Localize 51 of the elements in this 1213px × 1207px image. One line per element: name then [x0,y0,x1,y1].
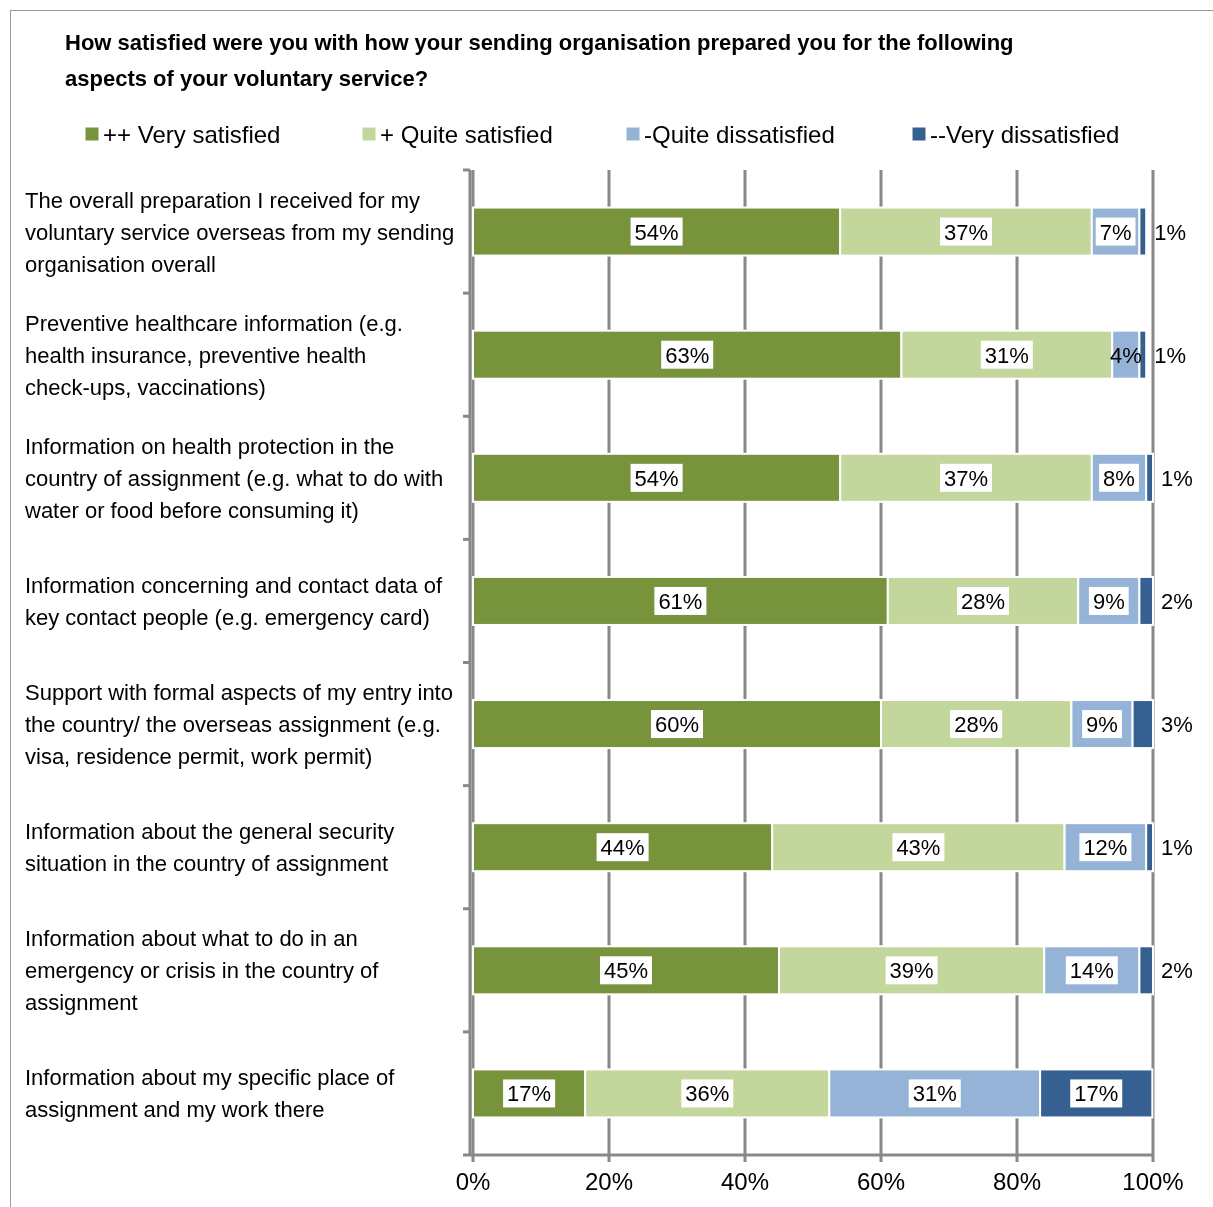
data-label: 37% [943,219,989,245]
legend-label: + Quite satisfied [380,121,553,148]
data-label: 12% [1083,835,1128,861]
x-tick-label: 100% [1122,1168,1184,1195]
data-label: 9% [1092,588,1125,614]
data-label: 17% [507,1081,552,1107]
data-label: 3% [1161,712,1193,738]
data-label: 2% [1161,588,1193,614]
legend-label: ++ Very satisfied [103,121,281,148]
y-tick-label: The overall preparation I received for my voluntary service overseas from my sending organisation overall [25,187,455,277]
data-label: 7% [1099,219,1132,245]
data-label: 45% [603,958,649,984]
data-label: 4% [1109,342,1142,368]
y-tick-label: Information about what to do in an emergency or crisis in the country of assignment [25,926,380,1016]
x-tick-label: 40% [720,1168,770,1195]
data-label: 28% [960,588,1006,614]
data-label: 1% [1154,219,1186,245]
data-label: 28% [954,712,999,738]
data-label: 17% [1074,1081,1119,1107]
data-label: 31% [984,342,1029,368]
data-label: 31% [912,1081,957,1107]
y-tick-label: Support with formal aspects of my entry into the country/ the overseas assignment (e.g. visa, residence permit, work permit) [25,680,453,770]
data-label: 9% [1086,712,1118,738]
data-label: 36% [685,1081,730,1107]
y-tick-label: Preventive healthcare information (e.g. health insurance, preventive health check-ups, vaccinations) [25,310,403,400]
data-label: 14% [1069,958,1114,984]
data-label: 1% [1161,465,1193,491]
data-label: 8% [1103,465,1135,491]
y-tick-label: Information concerning and contact data of key contact people (e.g. emergency card) [25,572,443,630]
data-label: 44% [600,835,645,861]
data-label: 39% [889,958,934,984]
x-tick-label: 20% [584,1168,634,1195]
data-label: 54% [634,465,679,491]
data-label: 37% [943,465,989,491]
data-label: 60% [654,712,700,738]
data-label: 1% [1161,835,1193,861]
y-tick-label: Information about the general security situation in the country of assignment [25,819,395,877]
y-tick-label: Information on health protection in the country of assignment (e.g. what to do with water or food before consuming it) [24,433,444,523]
data-label: 54% [634,219,679,245]
y-tick-label: Information about my specific place of assignment and my work there [25,1065,396,1123]
data-label: 1% [1154,342,1186,368]
x-tick-label: 60% [856,1168,906,1195]
legend-label: -Quite dissatisfied [644,121,835,148]
x-tick-label: 0% [455,1168,491,1195]
data-label: 2% [1161,958,1193,984]
legend-label: --Very dissatisfied [930,121,1120,148]
x-tick-label: 80% [992,1168,1042,1195]
chart-title: How satisfied were you with how your sending organisation prepared you for the following aspects of your voluntary service? [65,30,1014,91]
data-label: 63% [665,342,710,368]
data-label: 43% [896,835,941,861]
data-label: 61% [658,588,703,614]
